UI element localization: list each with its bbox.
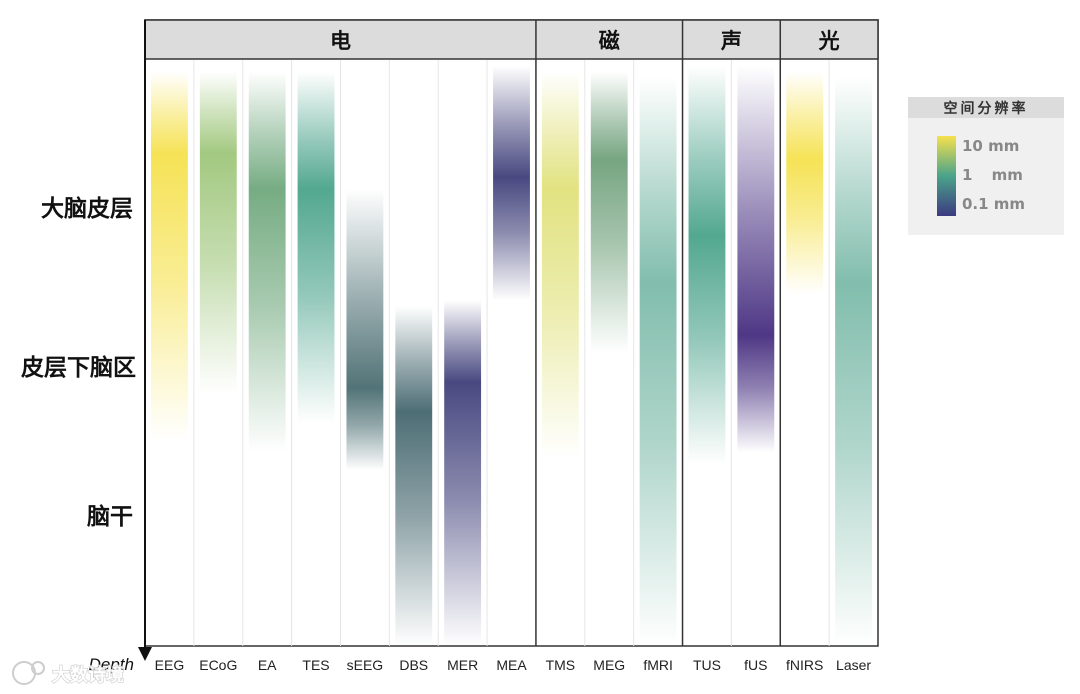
- bar-dbs: [395, 60, 433, 646]
- x-tick-tes: TES: [302, 657, 329, 673]
- x-tick-eeg: EEG: [155, 657, 185, 673]
- bar-tus: [688, 60, 726, 646]
- watermark-text: 大数诗境: [52, 664, 124, 686]
- x-tick-seeg: sEEG: [347, 657, 384, 673]
- bar-mea: [493, 60, 530, 646]
- x-tick-meg: MEG: [593, 657, 625, 673]
- legend-box: [908, 97, 1064, 235]
- legend-color-scale: [937, 136, 956, 216]
- bar-seeg: [346, 60, 384, 646]
- legend-label-0-1mm: 0.1 mm: [962, 195, 1025, 213]
- group-header-1: 磁: [599, 28, 620, 53]
- group-header-band: [144, 19, 879, 60]
- legend-label-10mm: 10 mm: [962, 137, 1019, 155]
- group-header-2: 声: [720, 28, 742, 53]
- depth-level-cortex: 大脑皮层: [41, 195, 133, 222]
- legend-title: 空间分辨率: [944, 100, 1029, 117]
- bar-fmri: [639, 60, 677, 646]
- watermark: 大数诗境: [12, 661, 125, 687]
- x-axis-title: Depth: [89, 655, 134, 674]
- bar-ea: [248, 60, 286, 646]
- depth-axis-arrowhead: [138, 647, 152, 661]
- bar-tms: [541, 60, 579, 646]
- x-tick-ea: EA: [258, 657, 277, 673]
- group-header-3: 光: [818, 28, 840, 53]
- x-tick-mer: MER: [447, 657, 478, 673]
- watermark-logo-dot-icon: [31, 661, 45, 675]
- x-tick-labels: EEG ECoG EA TES sEEG DBS MER MEA TMS MEG fMRI TUS fU…: [155, 657, 872, 673]
- bar-eeg: [151, 60, 188, 646]
- group-header-0: 电: [330, 28, 351, 53]
- bar-mer: [444, 60, 482, 646]
- bar-meg: [590, 60, 628, 646]
- depth-level-brainstem: 脑干: [87, 503, 133, 530]
- bar-laser: [835, 60, 872, 646]
- x-tick-mea: MEA: [496, 657, 527, 673]
- legend-label-1mm: 1 mm: [962, 166, 1023, 184]
- x-tick-tus: TUS: [693, 657, 721, 673]
- x-tick-laser: Laser: [836, 657, 871, 673]
- depth-level-subcortical: 皮层下脑区: [21, 354, 136, 381]
- bar-tes: [297, 60, 335, 646]
- x-tick-fus: fUS: [744, 657, 767, 673]
- legend-title-band: [908, 97, 1064, 118]
- x-tick-fnirs: fNIRS: [786, 657, 823, 673]
- group-headers: 电磁声光: [330, 20, 840, 646]
- legend: 空间分辨率 10 mm 1 mm 0.1 mm: [908, 97, 1064, 235]
- x-tick-ecog: ECoG: [199, 657, 237, 673]
- bars-layer: [151, 60, 872, 646]
- bar-ecog: [199, 60, 237, 646]
- x-tick-fmri: fMRI: [643, 657, 673, 673]
- x-tick-tms: TMS: [546, 657, 576, 673]
- bar-fus: [737, 60, 775, 646]
- x-tick-dbs: DBS: [399, 657, 428, 673]
- bar-fnirs: [786, 60, 824, 646]
